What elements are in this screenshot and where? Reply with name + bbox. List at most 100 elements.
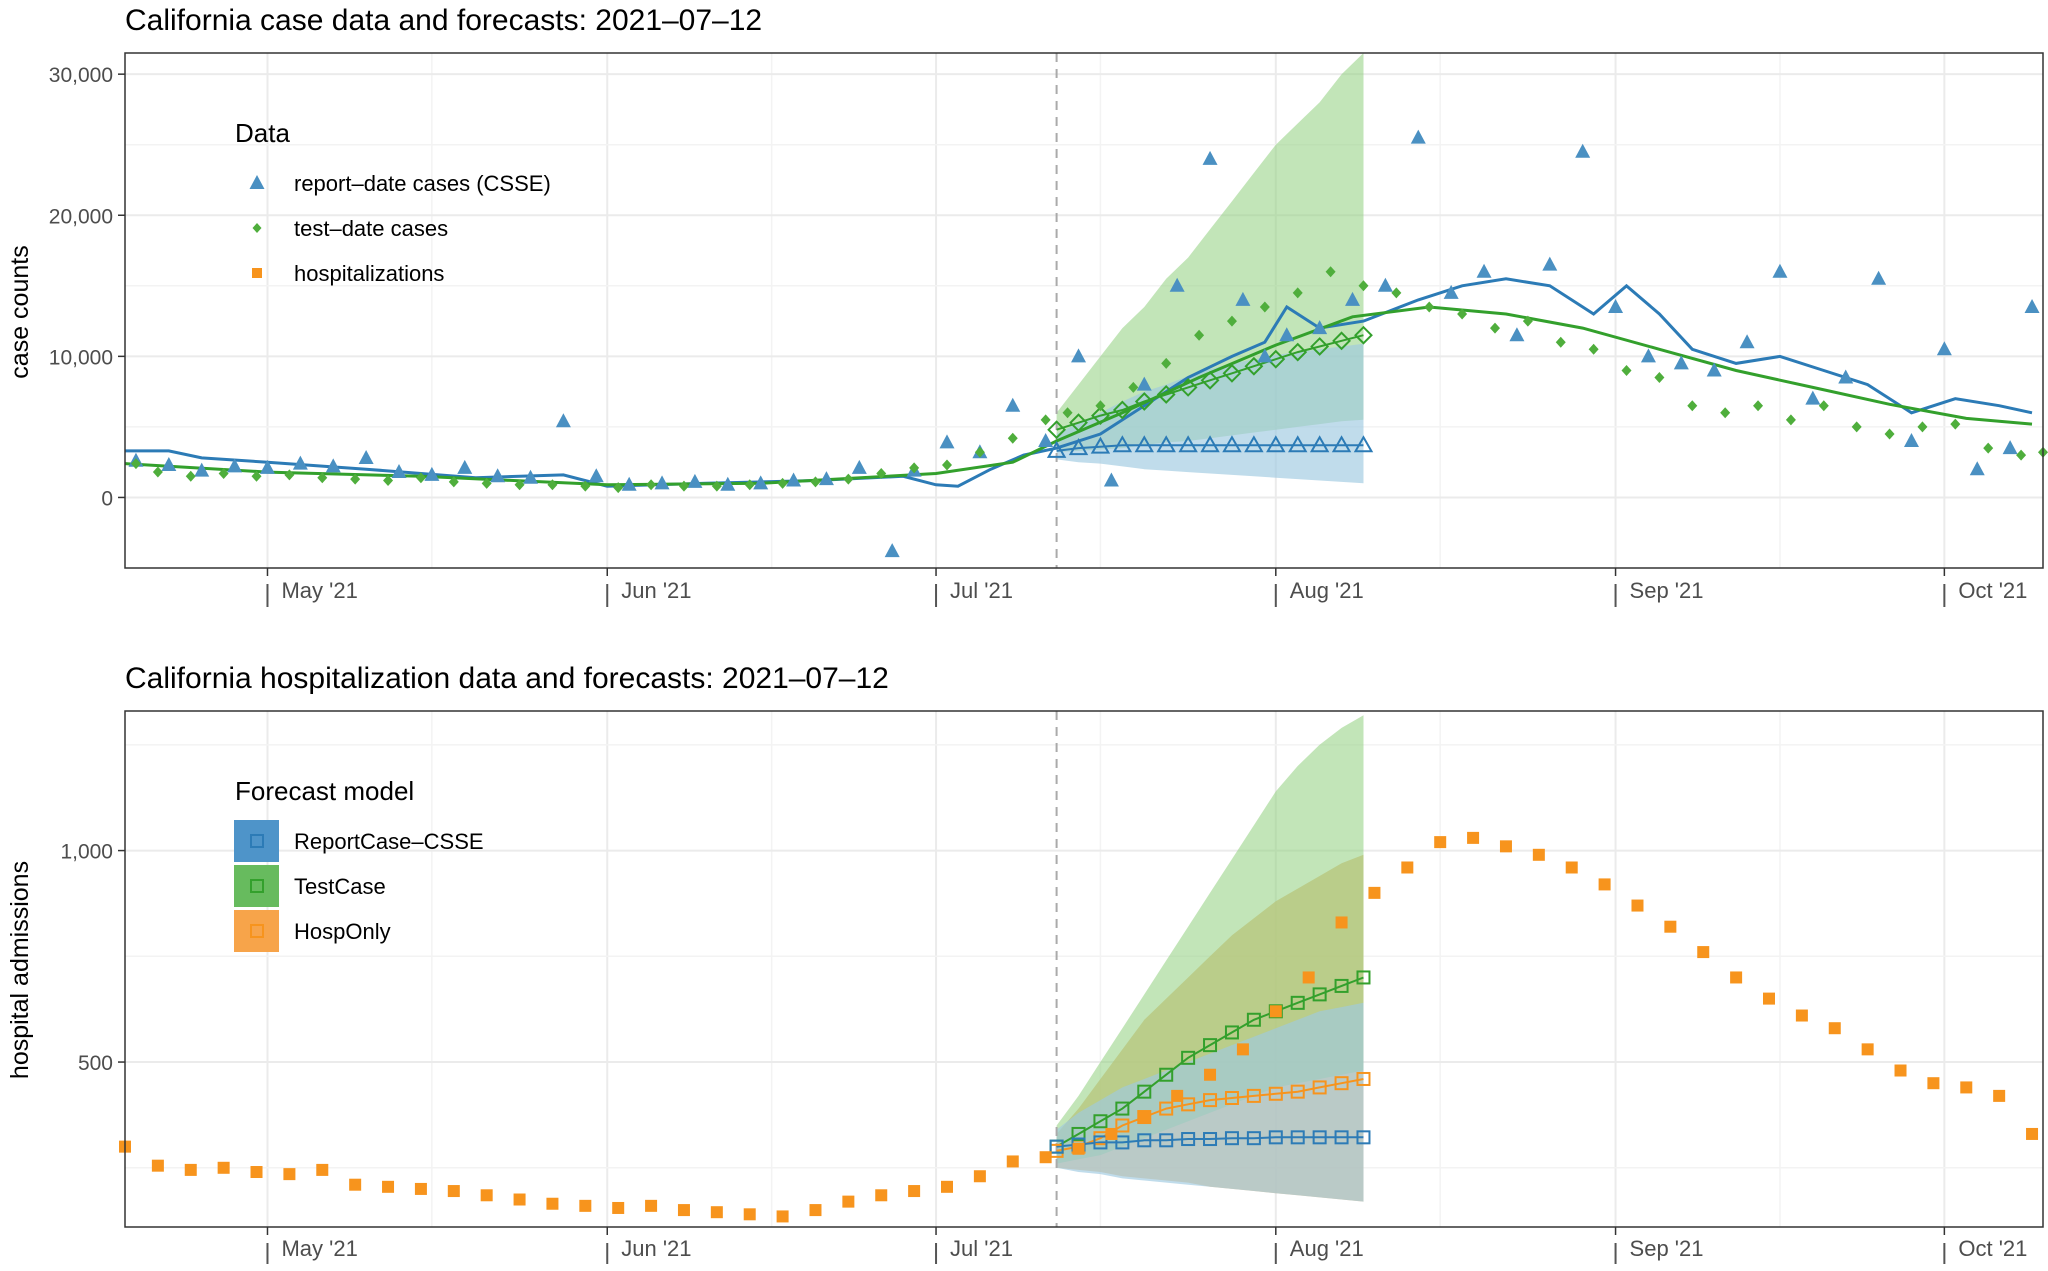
x-tick-label: Jul '21 — [950, 1236, 1013, 1261]
forecast-median-point — [1266, 435, 1286, 453]
forecast-median-point — [1112, 435, 1133, 453]
data-point — [876, 467, 887, 479]
data-point — [1236, 1043, 1249, 1056]
data-point — [1335, 916, 1348, 929]
data-point — [1575, 143, 1591, 158]
data-point — [810, 476, 821, 488]
data-point — [130, 458, 141, 470]
data-point — [1927, 1077, 1940, 1090]
forecast-band — [1056, 1002, 1364, 1202]
forecast-median-point — [1224, 1091, 1239, 1105]
data-point — [457, 459, 473, 474]
data-point — [973, 1170, 986, 1183]
data-point — [1005, 397, 1021, 412]
x-tick-label: Sep '21 — [1630, 578, 1704, 603]
data-point — [1960, 1081, 1973, 1094]
legend-title: Forecast model — [235, 776, 414, 806]
forecast-median-point — [1244, 356, 1264, 376]
data-point — [1828, 1022, 1841, 1035]
forecast-median-line — [1056, 976, 1364, 1148]
forecast-median-point — [1181, 1132, 1196, 1147]
legend-label: test–date cases — [294, 216, 448, 241]
data-point — [227, 458, 243, 473]
data-point — [1993, 1089, 2006, 1102]
data-point — [1818, 400, 1829, 412]
legend-key — [234, 865, 279, 907]
x-tick-label: May '21 — [281, 578, 357, 603]
x-tick-label: Oct '21 — [1958, 1236, 2027, 1261]
data-point — [1138, 1111, 1151, 1124]
data-point — [414, 1182, 427, 1195]
y-tick-label: 10,000 — [49, 346, 113, 369]
case-panel: California case data and forecasts: 2021… — [6, 4, 2048, 607]
data-point — [1169, 277, 1185, 292]
data-point — [391, 464, 407, 479]
data-point — [613, 482, 624, 494]
grid — [125, 53, 2043, 568]
x-tick-label: Jun '21 — [621, 578, 691, 603]
forecast-median-point — [1112, 400, 1132, 420]
y-tick-label: 30,000 — [49, 64, 113, 87]
forecast-median-point — [1266, 349, 1286, 369]
data-point — [1072, 1142, 1085, 1155]
data-point — [908, 1185, 921, 1198]
legend: Forecast model ReportCase–CSSE TestCase Hos… — [234, 776, 484, 952]
data-point — [1457, 308, 1468, 320]
legend-key-marker — [250, 924, 264, 938]
legend-key — [252, 268, 262, 278]
data-point — [1598, 878, 1611, 891]
forecast-median-line — [1056, 444, 1364, 452]
data-point — [580, 480, 591, 492]
legend-label: hospitalizations — [294, 261, 444, 286]
data-point — [316, 1163, 329, 1176]
data-point — [1103, 472, 1119, 487]
data-point — [1795, 1009, 1808, 1022]
data-point — [1654, 372, 1665, 384]
data-point — [942, 459, 952, 471]
data-point — [1302, 971, 1315, 984]
data-point — [753, 475, 769, 490]
forecast-median-point — [1268, 1130, 1283, 1145]
data-point — [646, 479, 657, 491]
forecast-median-point — [1334, 1130, 1349, 1145]
x-tick-label: Aug '21 — [1290, 578, 1364, 603]
data-point — [710, 1206, 723, 1219]
data-point — [1226, 315, 1237, 327]
data-point — [1851, 421, 1862, 433]
data-point — [1903, 433, 1919, 448]
data-point — [1532, 848, 1545, 861]
data-point — [1542, 256, 1558, 271]
data-point — [415, 472, 426, 484]
legend-key — [234, 820, 279, 862]
data-point — [621, 476, 637, 491]
data-point — [1368, 886, 1381, 899]
data-point — [184, 1163, 197, 1176]
forecast-median-point — [1178, 377, 1198, 397]
forecast-median-point — [1159, 1101, 1174, 1116]
forecast-median-point — [1312, 987, 1327, 1002]
data-point — [547, 479, 558, 491]
data-point — [1235, 291, 1251, 306]
chart-title: California hospitalization data and fore… — [125, 662, 889, 695]
data-point — [1434, 836, 1447, 849]
x-tick-label: Oct '21 — [1958, 578, 2027, 603]
forecast-median-point — [1309, 435, 1330, 453]
data-point — [1565, 861, 1578, 874]
data-point — [2002, 440, 2018, 455]
data-point — [1279, 327, 1295, 342]
data-point — [194, 462, 210, 477]
data-point — [711, 480, 722, 492]
data-point — [1105, 1127, 1118, 1140]
data-point — [786, 472, 802, 487]
forecast-median-point — [1222, 435, 1242, 453]
y-tick-label: 500 — [78, 1052, 113, 1075]
grid — [125, 711, 2043, 1227]
data-point — [875, 1189, 888, 1202]
data-point — [939, 434, 955, 449]
forecast-median-point — [1310, 337, 1330, 356]
hospitalization-panel: California hospitalization data and fore… — [6, 662, 2044, 1264]
data-point — [2026, 1127, 2039, 1140]
y-axis-label: case counts — [6, 245, 34, 378]
data-point — [1136, 376, 1152, 391]
